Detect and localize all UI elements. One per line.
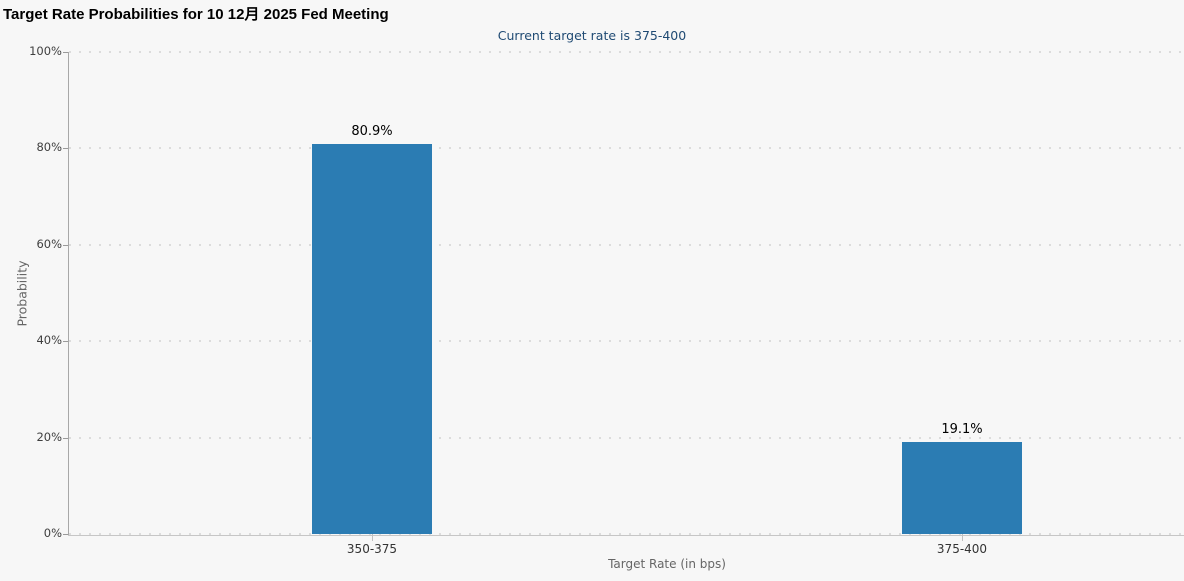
gridline: [69, 243, 1184, 246]
gridline: [69, 533, 1184, 535]
x-axis-title: Target Rate (in bps): [608, 557, 726, 571]
gridline: [69, 147, 1184, 150]
y-tick-label: 0%: [43, 526, 62, 540]
x-tick-mark: [962, 534, 963, 541]
y-tick-label: 60%: [36, 236, 62, 251]
gridline: [69, 340, 1184, 343]
y-tick-mark: [63, 341, 68, 342]
y-tick-label: 40%: [36, 333, 62, 348]
y-tick-mark: [63, 245, 68, 246]
y-tick-mark: [63, 52, 68, 53]
y-axis-title: Probability: [14, 260, 30, 327]
bar: [902, 441, 1022, 534]
y-tick-mark: [63, 438, 68, 439]
bar-value-label: 80.9%: [351, 124, 393, 140]
x-category-label: 375-400: [936, 542, 988, 556]
y-tick-mark: [63, 148, 68, 149]
bar-value-label: 19.1%: [941, 421, 983, 437]
y-tick-label: 20%: [36, 429, 62, 444]
x-category-label: 350-375: [346, 542, 398, 556]
x-tick-mark: [372, 534, 373, 541]
chart-title: Target Rate Probabilities for 10 12月 202…: [3, 6, 389, 23]
bar: [312, 144, 432, 534]
x-axis-line: [68, 535, 1184, 536]
y-tick-label: 80%: [36, 140, 62, 155]
y-tick-mark: [63, 534, 68, 535]
chart-subtitle: Current target rate is 375-400: [497, 28, 687, 43]
gridline: [69, 436, 1184, 439]
plot-area: 80.9% 19.1%: [68, 51, 1184, 536]
gridline: [69, 51, 1184, 53]
y-axis-line: [68, 52, 69, 535]
y-tick-label: 100%: [29, 44, 62, 58]
